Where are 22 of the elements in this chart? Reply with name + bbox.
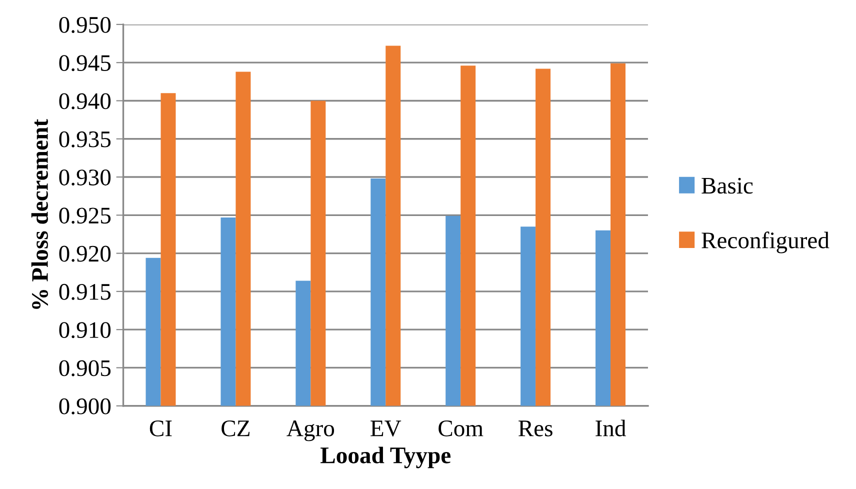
y-tick-label: 0.925 <box>59 208 111 224</box>
x-tick-label: Res <box>518 420 552 436</box>
y-tick-label: 0.910 <box>59 322 111 338</box>
y-tick-label: 0.915 <box>59 284 111 300</box>
y-tick-label: 0.930 <box>59 170 111 186</box>
x-tick-label: Com <box>438 420 484 436</box>
y-tick-label: 0.935 <box>59 131 111 148</box>
x-tick-label: CI <box>150 420 172 436</box>
x-tick-label: EV <box>370 420 402 436</box>
x-tick-label: Agro <box>286 420 334 442</box>
legend-label: Basic <box>702 178 753 194</box>
x-axis-title: Looad Tyype <box>320 446 451 468</box>
legend-label: Reconfigured <box>702 232 830 254</box>
y-tick-label: 0.900 <box>59 398 111 414</box>
y-tick-label: 0.945 <box>59 55 111 72</box>
y-tick-label: 0.905 <box>59 360 111 376</box>
y-tick-label: 0.920 <box>59 246 111 262</box>
y-tick-label: 0.940 <box>59 93 111 110</box>
y-tick-label: 0.950 <box>59 16 111 33</box>
y-axis-title: % Ploss decrement <box>31 119 48 309</box>
x-tick-label: CZ <box>222 420 250 436</box>
x-tick-label: Ind <box>596 420 626 436</box>
